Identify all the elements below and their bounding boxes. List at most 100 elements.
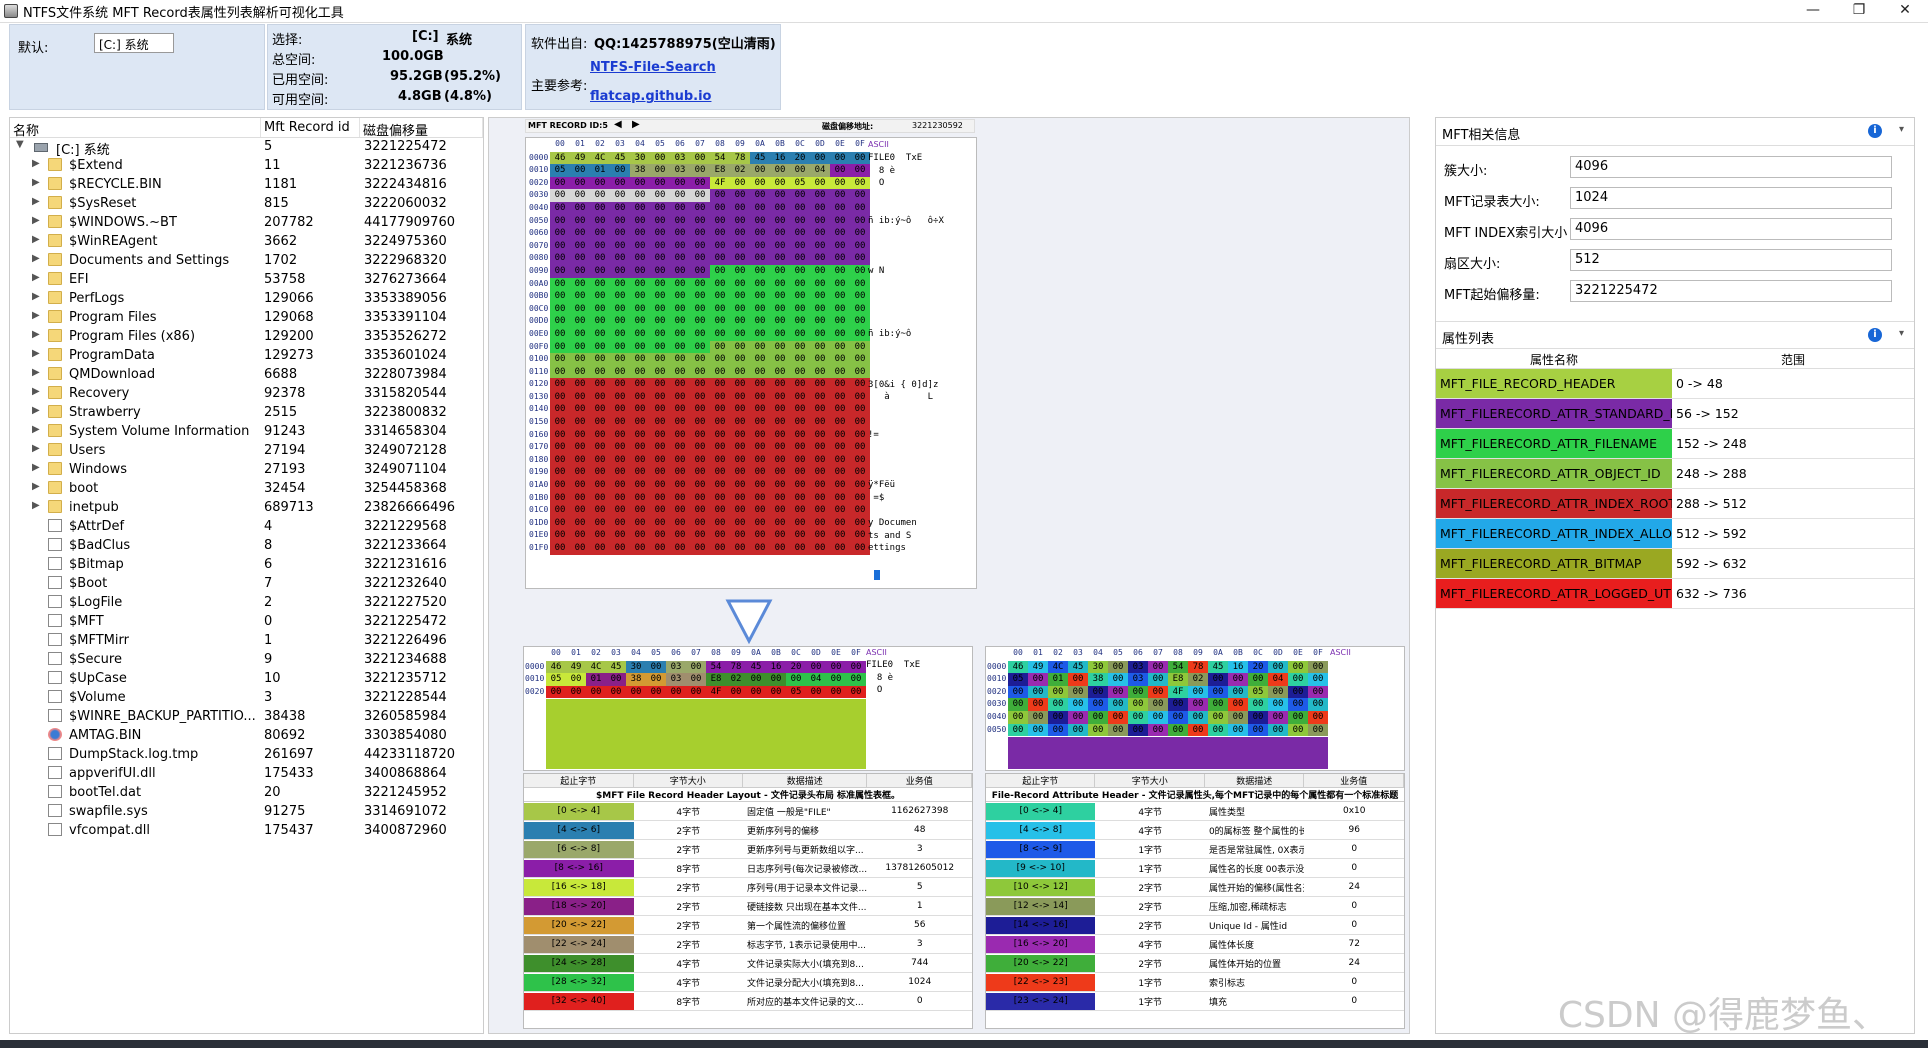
hex-byte[interactable]: 00 [830, 353, 850, 366]
hex-byte[interactable]: 00 [810, 176, 830, 190]
mft-prop-value[interactable]: 1024 [1570, 187, 1892, 209]
hex-byte[interactable]: 00 [830, 264, 850, 278]
hex-byte[interactable]: 00 [1248, 673, 1268, 686]
hex-byte[interactable]: 00 [690, 378, 710, 391]
attr-list-row[interactable]: MFT_FILERECORD_ATTR_STANDARD_I... 56 -> … [1436, 399, 1914, 429]
hex-byte[interactable]: 00 [1028, 723, 1048, 737]
hex-byte[interactable]: 00 [750, 277, 770, 291]
hex-byte[interactable]: 00 [710, 239, 730, 253]
hex-byte[interactable]: 00 [610, 504, 630, 517]
hex-byte[interactable]: 00 [1048, 723, 1068, 737]
hex-byte[interactable]: 00 [850, 340, 870, 354]
hex-byte[interactable]: 05 [1008, 673, 1028, 686]
hex-byte[interactable]: 00 [730, 365, 750, 379]
hex-byte[interactable]: 00 [630, 264, 650, 278]
expand-arrow-icon[interactable]: ▶ [32, 348, 40, 359]
table-row[interactable]: [22 <-> 23] 1字节 索引标志 0 [986, 973, 1404, 992]
hex-byte[interactable]: 00 [810, 403, 830, 417]
hex-byte[interactable]: 00 [1128, 710, 1148, 724]
hex-byte[interactable]: 00 [770, 428, 790, 442]
hex-byte[interactable]: 00 [610, 529, 630, 542]
hex-byte[interactable]: 00 [690, 353, 710, 366]
hex-byte[interactable]: 00 [590, 466, 610, 480]
hex-byte[interactable]: 01 [586, 673, 606, 686]
minimize-button[interactable]: — [1806, 2, 1820, 18]
hex-byte[interactable]: 00 [570, 189, 590, 202]
hex-byte[interactable]: 00 [850, 504, 870, 517]
expand-arrow-icon[interactable]: ▼ [16, 139, 24, 150]
expand-arrow-icon[interactable]: ▶ [32, 196, 40, 207]
hex-byte[interactable]: 00 [666, 685, 686, 699]
hex-byte[interactable]: 00 [766, 673, 786, 686]
hex-byte[interactable]: 00 [850, 403, 870, 417]
hex-byte[interactable]: 00 [610, 542, 630, 555]
hex-byte[interactable]: 00 [746, 685, 766, 699]
tree-row[interactable]: ▶ Recovery 92378 3315820544 [10, 385, 483, 404]
hex-byte[interactable]: 00 [570, 491, 590, 505]
hex-byte[interactable]: 00 [570, 466, 590, 480]
hex-byte[interactable]: 00 [1128, 698, 1148, 711]
hex-byte[interactable]: 00 [730, 214, 750, 228]
hex-byte[interactable]: 00 [670, 340, 690, 354]
hex-byte[interactable]: 00 [670, 441, 690, 454]
hex-byte[interactable]: 00 [830, 428, 850, 442]
hex-byte[interactable]: 00 [790, 504, 810, 517]
hex-byte[interactable]: 00 [590, 365, 610, 379]
hex-byte[interactable]: 00 [1028, 698, 1048, 711]
hex-byte[interactable]: 00 [670, 176, 690, 190]
hex-byte[interactable]: 00 [830, 466, 850, 480]
hex-byte[interactable]: 20 [1248, 660, 1268, 674]
hex-byte[interactable]: 00 [590, 189, 610, 202]
hex-byte[interactable]: 00 [850, 239, 870, 253]
tree-row[interactable]: ▶ inetpub 689713 23826666496 [10, 499, 483, 518]
hex-byte[interactable]: 00 [590, 529, 610, 542]
hex-byte[interactable]: 00 [730, 416, 750, 429]
hex-byte[interactable]: 00 [610, 290, 630, 303]
hex-byte[interactable]: 49 [570, 151, 590, 165]
tree-row[interactable]: $Secure 9 3221234688 [10, 651, 483, 670]
tree-row[interactable]: ▶ QMDownload 6688 3228073984 [10, 366, 483, 385]
hex-byte[interactable]: 00 [790, 214, 810, 228]
hex-byte[interactable]: 05 [786, 685, 806, 699]
hex-byte[interactable]: 00 [650, 277, 670, 291]
hex-byte[interactable]: 00 [550, 428, 570, 442]
hex-byte[interactable]: 00 [1208, 685, 1228, 699]
hex-byte[interactable]: 00 [670, 466, 690, 480]
hex-byte[interactable]: 00 [610, 453, 630, 467]
table-col-header[interactable]: 业务值 [867, 774, 972, 787]
hex-byte[interactable]: 00 [630, 227, 650, 240]
hex-byte[interactable]: 16 [770, 151, 790, 165]
hex-byte[interactable]: 38 [626, 673, 646, 686]
attr-list-header[interactable]: 属性列表 i ▾ [1436, 321, 1914, 349]
expand-arrow-icon[interactable]: ▶ [32, 177, 40, 188]
hex-byte[interactable]: 00 [1048, 710, 1068, 724]
hex-byte[interactable]: 00 [690, 290, 710, 303]
hex-byte[interactable]: 00 [1308, 685, 1328, 699]
hex-byte[interactable]: 00 [690, 176, 710, 190]
hex-byte[interactable]: 00 [630, 214, 650, 228]
hex-byte[interactable]: 00 [750, 504, 770, 517]
hex-byte[interactable]: 00 [770, 516, 790, 530]
maximize-button[interactable]: ❐ [1852, 2, 1866, 18]
hex-byte[interactable]: 00 [550, 390, 570, 404]
hex-byte[interactable]: 00 [830, 277, 850, 291]
hex-byte[interactable]: 00 [850, 441, 870, 454]
hex-byte[interactable]: 30 [630, 151, 650, 165]
hex-byte[interactable]: 00 [770, 529, 790, 542]
hex-byte[interactable]: 00 [670, 365, 690, 379]
hex-byte[interactable]: 00 [710, 416, 730, 429]
hex-byte[interactable]: 00 [810, 277, 830, 291]
hex-byte[interactable]: 00 [810, 227, 830, 240]
hex-byte[interactable]: 00 [650, 365, 670, 379]
hex-byte[interactable]: 00 [550, 239, 570, 253]
hex-byte[interactable]: 00 [830, 176, 850, 190]
hex-byte[interactable]: 00 [650, 264, 670, 278]
hex-byte[interactable]: 00 [850, 479, 870, 492]
hex-byte[interactable]: 00 [850, 378, 870, 391]
hex-byte[interactable]: 00 [670, 227, 690, 240]
hex-byte[interactable]: 00 [730, 542, 750, 555]
tree-row[interactable]: ▶ ProgramData 129273 3353601024 [10, 347, 483, 366]
hex-byte[interactable]: 4C [586, 660, 606, 674]
hex-byte[interactable]: 45 [1068, 660, 1088, 674]
hex-byte[interactable]: 00 [750, 327, 770, 341]
